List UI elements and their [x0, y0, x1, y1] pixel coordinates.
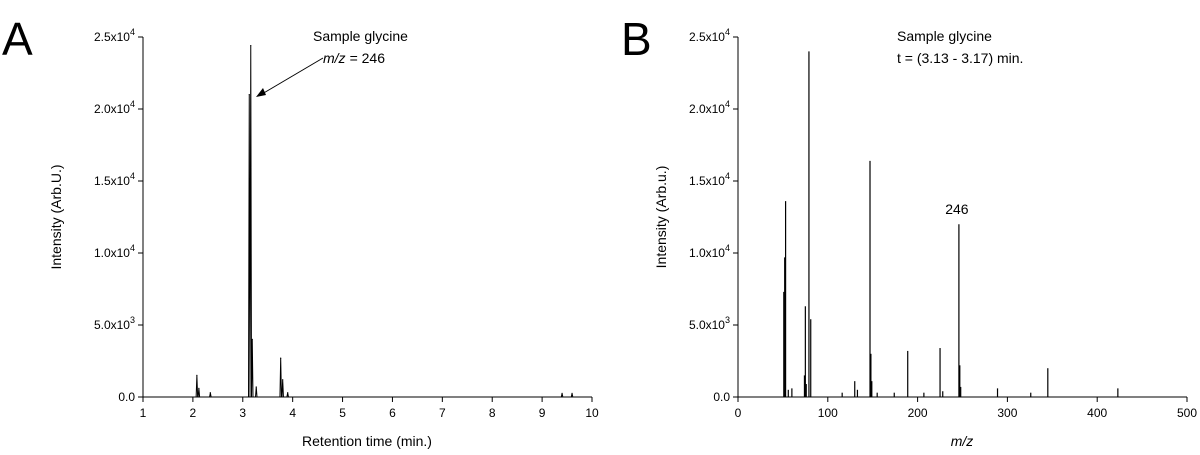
panel-a-peak-apex	[282, 379, 284, 381]
panel-a-peak-apex	[287, 392, 289, 394]
panel-b-ticks: 0 100 200 300 400 500 0.0 5.0x103 1.0x104 1.5x104…	[689, 27, 1197, 420]
panel-b-y-axis-title: Intensity (Arb.u.)	[653, 166, 669, 269]
panel-a-annotation-mz-value: = 246	[350, 50, 386, 66]
panel-b-y-tick-label: 5.0x103	[689, 315, 730, 332]
panel-b-y-tick-label: 1.0x104	[689, 243, 730, 260]
panel-a-peak-apex	[248, 94, 250, 96]
panel-a-x-tick-label: 3	[239, 406, 246, 420]
panel-b-letter: B	[621, 13, 652, 65]
panel-a-x-tick-label: 4	[289, 406, 296, 420]
panel-a-annotation-title: Sample glycine	[313, 28, 408, 44]
panel-b-peak-bars	[783, 51, 1119, 397]
panel-b-x-tick-label: 300	[997, 406, 1017, 420]
panel-b-peak-label-246: 246	[945, 201, 969, 217]
panel-a-peak-marks	[196, 45, 573, 394]
panel-b-x-axis-title: m/z	[951, 433, 974, 449]
panel-a-x-tick-label: 2	[190, 406, 197, 420]
panel-b-y-tick-label: 2.0x104	[689, 99, 730, 116]
panel-a-y-tick-label: 2.0x104	[94, 99, 135, 116]
panel-b-x-tick-label: 500	[1177, 406, 1197, 420]
panel-a-x-tick-label: 1	[140, 406, 147, 420]
panel-b-x-tick-label: 200	[908, 406, 928, 420]
panel-a-peak-apex	[198, 387, 200, 389]
panel-a-annotation-arrow-line	[261, 57, 324, 95]
panel-b-annotation-title: Sample glycine	[897, 28, 992, 44]
panel-b-y-tick-label: 0.0	[713, 390, 730, 404]
panel-b-y-tick-label: 2.5x104	[689, 27, 730, 44]
panel-a-peak-apex	[561, 392, 563, 394]
panel-a-peak-apex	[196, 374, 198, 376]
panel-a-chromatogram-trace	[143, 45, 592, 398]
panel-b-annotation-time-window: t = (3.13 - 3.17) min.	[897, 50, 1023, 66]
panel-a-x-tick-label: 8	[489, 406, 496, 420]
panel-a-x-tick-label: 9	[539, 406, 546, 420]
panel-a-peak-apex	[280, 357, 282, 359]
panel-a-peak-apex	[250, 45, 252, 47]
panel-b-y-tick-label: 1.5x104	[689, 171, 730, 188]
panel-a-x-tick-label: 7	[439, 406, 446, 420]
panel-a-y-tick-label: 0.0	[118, 390, 135, 404]
panel-a-peak-apex	[255, 386, 257, 388]
panel-a-y-axis-title: Intensity (Arb.U.)	[48, 164, 64, 269]
panel-a-x-axis-title: Retention time (min.)	[302, 433, 432, 449]
panel-b-x-tick-label: 400	[1087, 406, 1107, 420]
panel-a-x-tick-label: 5	[339, 406, 346, 420]
panel-a-y-tick-label: 2.5x104	[94, 27, 135, 44]
panel-a-x-tick-label: 10	[585, 406, 599, 420]
panel-a-peak-apex	[209, 392, 211, 394]
panel-a-annotation-arrow-head	[256, 88, 266, 97]
panel-a-peak-apex	[251, 338, 253, 340]
panel-a-annotation-mz-label: m/z	[323, 50, 346, 66]
panel-b-x-tick-label: 0	[735, 406, 742, 420]
panel-b: B 0 100 200 300 400 500 0.0 5.0x103 1.0x104 1.5x1…	[621, 13, 1197, 449]
panel-a-y-tick-label: 1.0x104	[94, 243, 135, 260]
panel-b-x-tick-label: 100	[818, 406, 838, 420]
panel-a: A 1 2 3 4 5 6 7 8 9 10 0.0 5.0x103 1.0x104 1.5x104 2.0…	[2, 13, 599, 449]
panel-a-y-tick-label: 1.5x104	[94, 171, 135, 188]
panel-a-ticks: 1 2 3 4 5 6 7 8 9 10 0.0 5.0x103 1.0x104 1.5x104 2.0x1…	[94, 27, 599, 420]
panel-a-y-tick-label: 5.0x103	[94, 315, 135, 332]
panel-a-x-tick-label: 6	[389, 406, 396, 420]
panel-a-annotation-mz: m/z = 246	[323, 50, 385, 66]
panel-a-letter: A	[2, 13, 33, 65]
panel-a-peak-apex	[571, 392, 573, 394]
